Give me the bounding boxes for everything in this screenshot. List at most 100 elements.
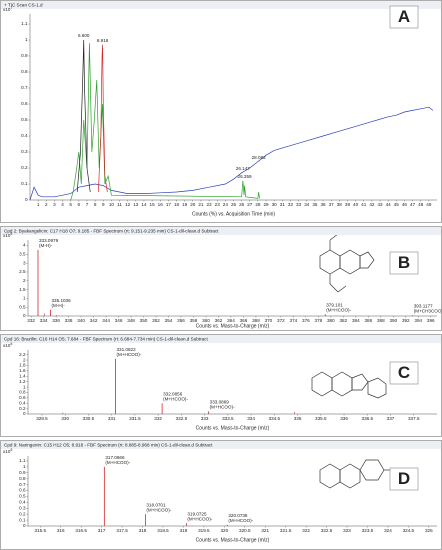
x-tick-label: 317 xyxy=(98,528,106,533)
y-tick-label: 1 xyxy=(23,384,26,389)
x-tick-label: 324 xyxy=(384,528,392,533)
x-tick-label: 14 xyxy=(141,202,147,207)
x-tick-label: 2 xyxy=(45,202,48,207)
y-tick-label: 1.2 xyxy=(19,379,26,384)
panel-title: + TIC Scan CS-1.d xyxy=(4,3,43,8)
y-tick-label: 3.5 xyxy=(19,252,26,257)
x-tick-label: 13 xyxy=(133,202,139,207)
x-tick-label: 390 xyxy=(389,318,397,323)
x-tick-label: 342 xyxy=(90,318,98,323)
x-tick-label: 5 xyxy=(69,202,72,207)
x-tick-label: 12 xyxy=(125,202,131,207)
peak-adduct-label: (M+HCOO)- xyxy=(105,460,130,465)
y-tick-label: 0.9 xyxy=(21,53,28,58)
scale-exponent: 5 xyxy=(11,342,13,346)
scale-exponent: 5 xyxy=(11,448,13,452)
x-tick-label: 324.5 xyxy=(403,528,415,533)
x-tick-label: 362 xyxy=(215,318,223,323)
trace xyxy=(29,106,434,201)
y-tick-label: 0 xyxy=(23,411,26,416)
x-tick-label: 332 xyxy=(154,416,162,421)
y-tick-label: 2 xyxy=(23,278,26,283)
x-tick-label: 21 xyxy=(198,202,204,207)
x-tick-label: 325 xyxy=(425,528,433,533)
y-tick-label: 0.6 xyxy=(19,488,26,493)
peak-mz-label: 335.1036 xyxy=(52,298,72,303)
x-tick-label: 364 xyxy=(227,318,235,323)
peak-mz-label: 333.0979 xyxy=(39,238,59,243)
title-bar xyxy=(1,227,441,235)
peak-mz-label: 319.0725 xyxy=(187,511,207,516)
panel-title: Cpd 16: Brazilin: C16 H14 O5; 7.684 - FB… xyxy=(4,337,208,342)
x-tick-label: 384 xyxy=(352,318,360,323)
x-tick-label: 338 xyxy=(65,318,73,323)
peak-adduct-label: (M-H)- xyxy=(39,243,53,248)
y-tick-label: 0.2 xyxy=(19,406,26,411)
x-tick-label: 388 xyxy=(377,318,385,323)
y-tick-label: 0.3 xyxy=(21,149,28,154)
x-tick-label: 9 xyxy=(102,202,105,207)
peak-adduct-label: (M+HCOO)- xyxy=(163,396,188,401)
panel-letter: C xyxy=(398,363,410,382)
y-tick-label: 2 xyxy=(23,357,26,362)
x-tick-label: 396 xyxy=(427,318,435,323)
x-tick-label: 322.5 xyxy=(321,528,333,533)
y-tick-label: 0.9 xyxy=(19,470,26,475)
x-tick-label: 321 xyxy=(261,528,269,533)
title-bar xyxy=(1,335,441,343)
y-tick-label: 0.6 xyxy=(21,101,28,106)
x-tick-label: 25 xyxy=(231,202,237,207)
x-tick-label: 378 xyxy=(315,318,323,323)
x-tick-label: 28 xyxy=(255,202,261,207)
x-tick-label: 376 xyxy=(302,318,310,323)
x-tick-label: 320.5 xyxy=(239,528,251,533)
x-tick-label: 33 xyxy=(296,202,302,207)
y-tick-label: 0 xyxy=(23,523,26,528)
x-tick-label: 340 xyxy=(77,318,85,323)
peak-mz-label: 393.1177 xyxy=(414,303,433,308)
peak-adduct-label: (M+HCOO)- xyxy=(210,405,235,410)
panel-letter: B xyxy=(398,253,410,272)
y-tick-label: 0.5 xyxy=(19,494,26,499)
x-tick-label: 394 xyxy=(414,318,422,323)
panel-title: Cpd 2: Byakangelicin: C17 H18 O7; 9.185 … xyxy=(4,229,219,234)
x-tick-label: 18 xyxy=(174,202,180,207)
peak-mz-label: 333.0869 xyxy=(210,400,230,405)
x-tick-label: 350 xyxy=(140,318,148,323)
x-tick-label: 27 xyxy=(247,202,253,207)
x-tick-label: 317.5 xyxy=(116,528,128,533)
peak-adduct-label: (M-H)- xyxy=(52,303,66,308)
x-tick-label: 6 xyxy=(78,202,81,207)
y-tick-label: 0.1 xyxy=(19,517,26,522)
x-tick-label: 8 xyxy=(94,202,97,207)
x-tick-label: 319.5 xyxy=(198,528,210,533)
x-tick-label: 332.5 xyxy=(176,416,188,421)
y-tick-label: 1 xyxy=(23,464,26,469)
y-tick-label: 1.8 xyxy=(19,363,26,368)
y-tick-label: 2.2 xyxy=(19,352,26,357)
y-tick-label: 0.4 xyxy=(19,500,26,505)
x-tick-label: 34 xyxy=(304,202,310,207)
x-tick-label: 334 xyxy=(247,416,255,421)
x-tick-label: 22 xyxy=(207,202,213,207)
y-tick-label: 0.8 xyxy=(19,390,26,395)
panel-frame xyxy=(0,0,442,223)
x-axis-label: Counts vs. Mass-to-Charge (m/z) xyxy=(196,425,270,431)
peak-mz-label: 318.0701 xyxy=(146,502,166,507)
x-tick-label: 336.5 xyxy=(362,416,374,421)
x-tick-label: 323 xyxy=(343,528,351,533)
x-tick-label: 331.5 xyxy=(129,416,141,421)
y-tick-label: 0.1 xyxy=(21,181,28,186)
x-tick-label: 47 xyxy=(410,202,416,207)
x-tick-label: 366 xyxy=(240,318,248,323)
y-tick-label: 4 xyxy=(23,243,26,248)
x-tick-label: 374 xyxy=(290,318,298,323)
x-tick-label: 333.5 xyxy=(222,416,234,421)
panel-title: Cpd 9: Naringenin: C15 H12 O5; 8.918 - F… xyxy=(4,443,213,448)
panel-letter: D xyxy=(398,469,410,488)
panel-letter: A xyxy=(398,7,410,26)
peak-mz-label: 379.101 xyxy=(326,302,343,307)
x-tick-label: 337.5 xyxy=(408,416,420,421)
peak-adduct-label: (M+HCOO)- xyxy=(116,352,141,357)
